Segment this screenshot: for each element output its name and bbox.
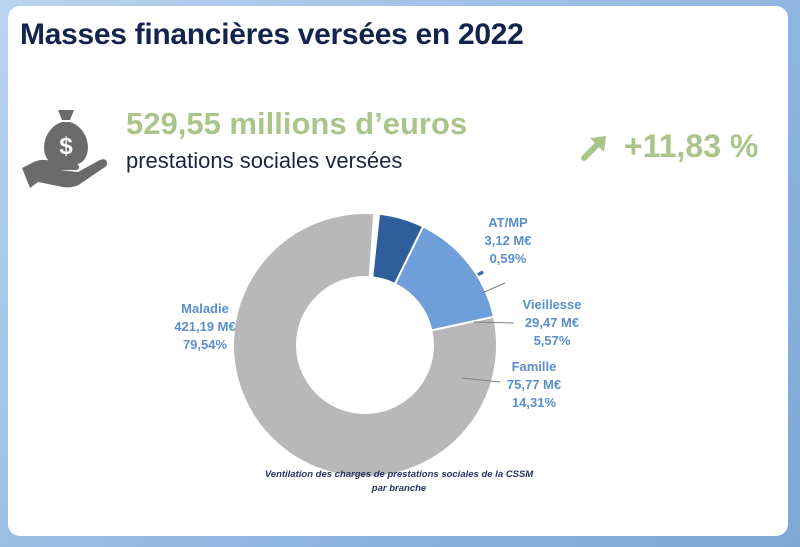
- label-vieillesse-value: 29,47 M€: [524, 315, 580, 330]
- label-atmp-name: AT/MP: [488, 215, 528, 230]
- label-maladie-value: 421,19 M€: [174, 319, 236, 334]
- label-atmp-value: 3,12 M€: [484, 233, 532, 248]
- label-famille-name: Famille: [511, 359, 557, 374]
- label-maladie-name: Maladie: [181, 301, 229, 316]
- growth-value: +11,83 %: [624, 128, 759, 164]
- label-vieillesse: Vieillesse 29,47 M€ 5,57%: [512, 296, 592, 350]
- leader-famille: [461, 377, 501, 383]
- total-amount: 529,55 millions d’euros: [126, 106, 468, 141]
- label-atmp-percent: 0,59%: [489, 251, 527, 266]
- label-atmp: AT/MP 3,12 M€ 0,59%: [468, 214, 548, 268]
- label-famille: Famille 75,77 M€ 14,31%: [494, 358, 574, 412]
- label-vieillesse-name: Vieillesse: [522, 297, 582, 312]
- leader-vieillesse: [473, 321, 515, 324]
- label-vieillesse-percent: 5,57%: [533, 333, 571, 348]
- slice-maladie: [232, 212, 498, 478]
- arrow-up-right-icon: [581, 135, 606, 161]
- chart-caption: Ventilation des charges de prestations s…: [264, 469, 534, 494]
- money-bag-hand-icon: $: [22, 110, 108, 188]
- amount-subtitle: prestations sociales versées: [126, 148, 403, 173]
- leader-atmp: [481, 282, 506, 294]
- label-maladie-percent: 79,54%: [182, 337, 228, 352]
- label-famille-value: 75,77 M€: [506, 377, 562, 392]
- page-title: Masses financières versées en 2022: [20, 18, 524, 51]
- label-maladie: Maladie 421,19 M€ 79,54%: [150, 300, 260, 354]
- growth-indicator: +11,83 %: [580, 128, 758, 165]
- label-famille-percent: 14,31%: [511, 395, 557, 410]
- svg-text:$: $: [59, 133, 73, 160]
